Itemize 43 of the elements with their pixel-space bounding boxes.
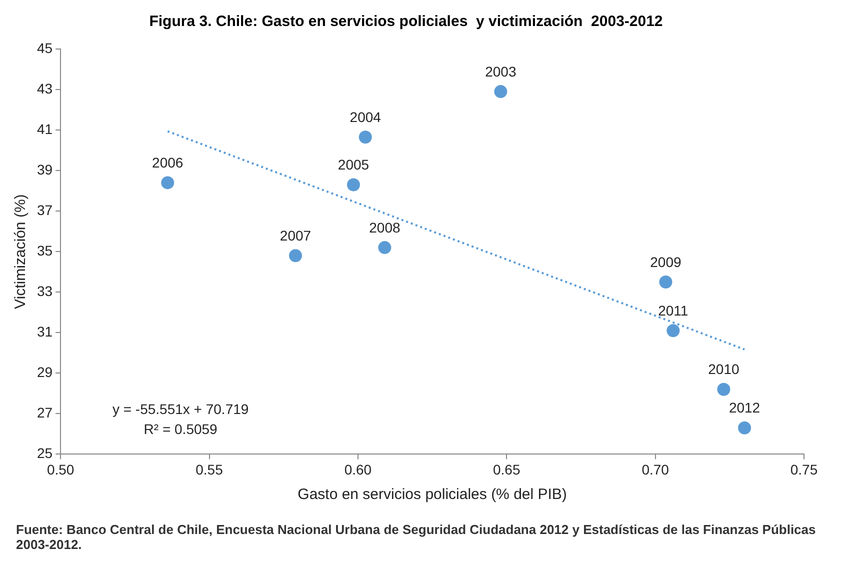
point	[288, 249, 302, 262]
chart-title: Figura 3. Chile: Gasto en servicios policiales y victimización 2003-2012	[149, 13, 663, 30]
x-tick-label: 0.50	[46, 461, 74, 478]
x-tick-label: 0.70	[642, 461, 670, 478]
x-tick-label: 0.65	[493, 461, 520, 478]
y-tick-label: 33	[36, 282, 53, 299]
annotation: 2009	[650, 254, 682, 270]
point	[358, 130, 372, 144]
annotation: 2005	[338, 156, 370, 173]
y-tick-label: 43	[36, 80, 53, 96]
annotation: 2007	[280, 228, 312, 244]
y-tick-label: 41	[36, 120, 53, 137]
annotation: 2012	[728, 400, 760, 416]
y-tick-label: 29	[36, 364, 53, 380]
point	[494, 85, 508, 98]
y-axis-title: Victimización (%)	[12, 194, 30, 309]
annotation: 2011	[658, 302, 688, 318]
point	[659, 275, 672, 288]
y-tick-label: 35	[36, 242, 53, 258]
annotation: y = -55.551x + 70.719	[112, 401, 249, 418]
annotation: 2003	[485, 63, 516, 80]
x-axis-title: Gasto en servicios policiales (% del PIB)	[298, 486, 567, 504]
y-tick-label: 27	[36, 404, 53, 421]
x-tick-label: 0.75	[790, 461, 818, 478]
point	[717, 382, 730, 396]
annotation: 2006	[152, 154, 184, 171]
point	[161, 176, 174, 190]
point	[346, 178, 360, 192]
point	[738, 421, 752, 434]
annotation: 2004	[350, 108, 382, 125]
y-tick-label: 31	[36, 324, 53, 340]
annotation: 2010	[708, 361, 740, 378]
annotation: R² = 0.5059	[144, 421, 218, 438]
annotation: 2008	[369, 219, 400, 236]
y-tick-label: 45	[36, 40, 53, 56]
point	[378, 241, 392, 254]
x-tick-label: 0.60	[344, 461, 372, 478]
y-tick-label: 25	[36, 445, 53, 462]
y-tick-label: 39	[36, 161, 53, 178]
x-tick-label: 0.55	[196, 461, 224, 478]
y-tick-label: 37	[36, 202, 53, 218]
source-note: Fuente: Banco Central de Chile, Encuesta Nacional Urbana de Seguridad Ciudadana 2012 y Estadísticas de las Finanzas Públicas 2003-2012.	[15, 522, 817, 552]
point	[666, 324, 680, 338]
